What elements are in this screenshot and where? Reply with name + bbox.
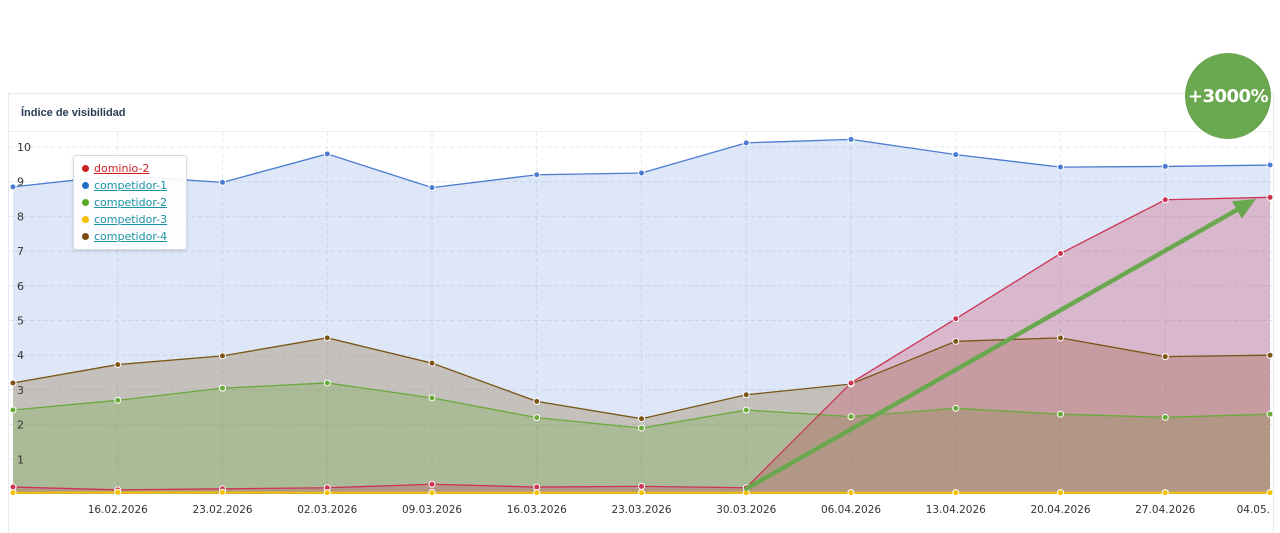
- x-tick-label: 27.04.2026: [1135, 504, 1195, 516]
- point-competidor-2: [115, 397, 121, 403]
- point-competidor-4: [10, 380, 16, 386]
- point-competidor-4: [1058, 335, 1064, 341]
- legend-item-competidor-3[interactable]: competidor-3: [82, 211, 186, 228]
- point-competidor-2: [1162, 414, 1168, 420]
- legend-item-competidor-2[interactable]: competidor-2: [82, 194, 186, 211]
- point-competidor-1: [10, 184, 16, 190]
- legend-dot: [82, 182, 89, 189]
- y-tick-label: 8: [17, 210, 24, 223]
- point-competidor-1: [848, 136, 854, 142]
- point-competidor-3: [10, 490, 16, 496]
- legend-label[interactable]: competidor-4: [94, 230, 167, 243]
- point-dominio-2: [953, 316, 959, 322]
- point-dominio-2: [1058, 251, 1064, 257]
- point-competidor-2: [10, 407, 16, 413]
- legend-dot: [82, 216, 89, 223]
- point-dominio-2: [1162, 197, 1168, 203]
- legend-label[interactable]: competidor-3: [94, 213, 167, 226]
- legend-label[interactable]: competidor-1: [94, 179, 167, 192]
- x-tick-label: 23.03.2026: [611, 504, 671, 516]
- point-competidor-2: [429, 395, 435, 401]
- point-competidor-4: [1162, 354, 1168, 360]
- y-tick-label: 6: [17, 280, 24, 293]
- y-tick-label: 3: [17, 384, 24, 397]
- point-competidor-1: [324, 151, 330, 157]
- point-competidor-4: [953, 338, 959, 344]
- point-competidor-2: [1267, 411, 1273, 417]
- point-competidor-1: [1267, 162, 1273, 168]
- point-competidor-3: [115, 489, 121, 495]
- x-tick-label: 13.04.2026: [926, 504, 986, 516]
- legend-item-dominio-2[interactable]: dominio-2: [82, 160, 186, 177]
- point-dominio-2: [429, 481, 435, 487]
- point-competidor-3: [1162, 490, 1168, 496]
- y-tick-label: 5: [17, 315, 24, 328]
- point-competidor-2: [953, 405, 959, 411]
- point-competidor-3: [639, 490, 645, 496]
- y-tick-label: 10: [17, 141, 31, 154]
- point-competidor-4: [1267, 352, 1273, 358]
- x-tick-label: 23.02.2026: [192, 504, 252, 516]
- point-dominio-2: [1267, 194, 1273, 200]
- point-competidor-2: [639, 425, 645, 431]
- growth-badge: +3000%: [1185, 53, 1271, 139]
- x-tick-label: 20.04.2026: [1030, 504, 1090, 516]
- point-competidor-1: [534, 172, 540, 178]
- point-competidor-1: [639, 170, 645, 176]
- x-tick-label: 09.03.2026: [402, 504, 462, 516]
- point-competidor-2: [534, 415, 540, 421]
- point-competidor-3: [324, 490, 330, 496]
- legend-label[interactable]: dominio-2: [94, 162, 149, 175]
- point-competidor-3: [1058, 490, 1064, 496]
- point-competidor-1: [429, 185, 435, 191]
- point-competidor-4: [534, 398, 540, 404]
- point-competidor-2: [743, 407, 749, 413]
- point-competidor-3: [1267, 490, 1273, 496]
- point-competidor-2: [324, 380, 330, 386]
- y-tick-label: 1: [17, 453, 24, 466]
- y-tick-label: 7: [17, 245, 24, 258]
- point-competidor-3: [953, 490, 959, 496]
- point-competidor-4: [220, 353, 226, 359]
- point-competidor-3: [848, 490, 854, 496]
- legend-dot: [82, 165, 89, 172]
- point-competidor-2: [848, 414, 854, 420]
- point-competidor-1: [743, 140, 749, 146]
- legend-item-competidor-4[interactable]: competidor-4: [82, 228, 186, 245]
- point-competidor-3: [429, 490, 435, 496]
- legend-dot: [82, 233, 89, 240]
- y-tick-label: 9: [17, 176, 24, 189]
- x-tick-label: 16.03.2026: [507, 504, 567, 516]
- legend-item-competidor-1[interactable]: competidor-1: [82, 177, 186, 194]
- y-tick-label: 2: [17, 419, 24, 432]
- point-competidor-3: [534, 490, 540, 496]
- point-competidor-1: [1162, 163, 1168, 169]
- point-competidor-2: [220, 385, 226, 391]
- x-tick-label: 04.05.: [1237, 504, 1270, 516]
- point-competidor-4: [115, 362, 121, 368]
- point-competidor-4: [639, 416, 645, 422]
- x-tick-label: 02.03.2026: [297, 504, 357, 516]
- point-competidor-1: [953, 152, 959, 158]
- point-competidor-3: [220, 489, 226, 495]
- chart-legend: dominio-2 competidor-1 competidor-2 comp…: [73, 155, 187, 250]
- point-dominio-2: [639, 483, 645, 489]
- point-competidor-1: [220, 179, 226, 185]
- x-tick-label: 16.02.2026: [88, 504, 148, 516]
- point-competidor-4: [324, 335, 330, 341]
- x-tick-label: 30.03.2026: [716, 504, 776, 516]
- legend-label[interactable]: competidor-2: [94, 196, 167, 209]
- point-competidor-1: [1058, 164, 1064, 170]
- x-tick-label: 06.04.2026: [821, 504, 881, 516]
- point-competidor-4: [743, 392, 749, 398]
- point-dominio-2: [848, 380, 854, 386]
- y-tick-label: 4: [17, 349, 24, 362]
- legend-dot: [82, 199, 89, 206]
- point-competidor-4: [429, 360, 435, 366]
- point-competidor-2: [1058, 411, 1064, 417]
